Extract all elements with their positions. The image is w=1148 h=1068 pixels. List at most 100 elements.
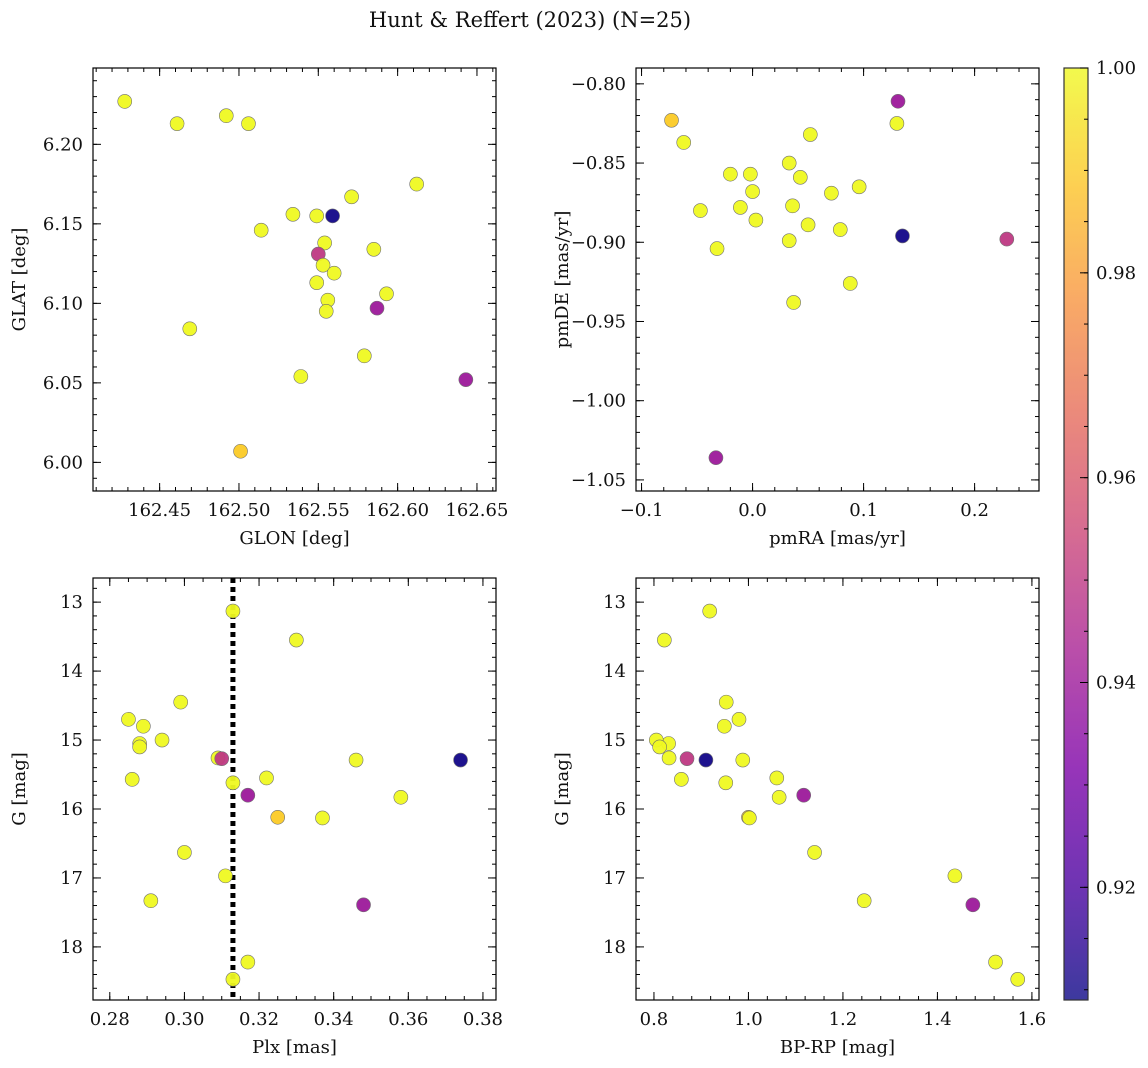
scatter-point bbox=[988, 954, 1003, 970]
chart-title: Hunt & Reffert (2023) (N=25) bbox=[369, 8, 691, 32]
scatter-point bbox=[652, 739, 667, 755]
scatter-point bbox=[285, 207, 301, 222]
x-tick-label: 0.0 bbox=[738, 500, 767, 521]
scatter-point bbox=[679, 751, 695, 766]
scatter-point bbox=[409, 176, 424, 192]
scatter-point bbox=[393, 789, 409, 805]
scatter-point bbox=[169, 116, 185, 131]
y-tick-label: 13 bbox=[60, 592, 83, 613]
scatter-point bbox=[717, 718, 732, 734]
y-tick-label: 16 bbox=[603, 799, 626, 820]
scatter-point bbox=[453, 752, 468, 768]
colorbar-tick-label: 0.96 bbox=[1096, 468, 1136, 489]
y-axis-label: pmDE [mas/yr] bbox=[552, 211, 573, 349]
plot-frame bbox=[92, 67, 497, 492]
scatter-point bbox=[117, 94, 133, 109]
scatter-point bbox=[718, 694, 734, 710]
x-axis-label: BP-RP [mag] bbox=[780, 1037, 895, 1058]
y-tick-label: 17 bbox=[60, 868, 83, 889]
scatter-point bbox=[317, 235, 332, 251]
plot-frame bbox=[92, 577, 497, 1001]
scatter-point bbox=[379, 286, 394, 302]
scatter-point bbox=[366, 241, 382, 257]
scatter-point bbox=[182, 321, 198, 337]
scatter-point bbox=[315, 810, 330, 826]
y-tick-label: 18 bbox=[603, 937, 626, 958]
scatter-point bbox=[664, 112, 679, 128]
scatter-point bbox=[177, 845, 192, 860]
scatter-point bbox=[785, 198, 800, 214]
scatter-point bbox=[748, 212, 764, 228]
y-tick-label: 6.05 bbox=[43, 373, 83, 394]
x-tick-label: 0.34 bbox=[314, 1009, 354, 1030]
scatter-point bbox=[143, 893, 159, 909]
y-axis-label: G [mag] bbox=[9, 752, 30, 825]
scatter-point bbox=[771, 789, 787, 805]
x-tick-label: 0.32 bbox=[239, 1009, 279, 1030]
plot-frame bbox=[635, 577, 1040, 1001]
scatter-point bbox=[702, 603, 718, 619]
scatter-point bbox=[693, 203, 708, 218]
colorbar-tick-label: 0.94 bbox=[1096, 673, 1136, 694]
scatter-point bbox=[458, 372, 474, 387]
scatter-point bbox=[674, 772, 689, 787]
panel-bprp-g: 0.8 1.0 1.2 1.4 1.6 13 14 15 16 17 18 BP-RP [mag] G … bbox=[552, 577, 1047, 1058]
y-tick-label: 18 bbox=[60, 937, 83, 958]
scatter-point bbox=[240, 954, 256, 970]
scatter-point bbox=[309, 275, 325, 290]
scatter-point bbox=[731, 712, 747, 727]
scatter-point bbox=[132, 739, 147, 755]
x-tick-label: 162.55 bbox=[287, 500, 350, 521]
y-tick-label: −0.85 bbox=[571, 153, 626, 174]
scatter-point bbox=[842, 276, 858, 291]
scatter-point bbox=[124, 772, 140, 787]
scatter-point bbox=[315, 257, 331, 273]
scatter-point bbox=[890, 93, 906, 109]
scatter-point bbox=[293, 369, 309, 384]
scatter-point bbox=[851, 179, 867, 195]
colorbar-ticks: 0.92 0.94 0.96 0.98 1.00 bbox=[1080, 58, 1136, 991]
x-tick-label: 162.45 bbox=[128, 500, 191, 521]
scatter-point bbox=[807, 845, 822, 860]
scatter-point bbox=[709, 241, 725, 256]
scatter-point bbox=[240, 787, 256, 803]
scatter-point bbox=[325, 208, 340, 224]
y-tick-label: −1.00 bbox=[571, 391, 626, 412]
scatter-point bbox=[745, 184, 760, 199]
panel-glon-glat: 162.45 162.50 162.55 162.60 162.65 6.00 6.05 6.… bbox=[9, 67, 508, 549]
scatter-point bbox=[733, 200, 748, 215]
y-tick-label: −1.05 bbox=[571, 470, 626, 491]
scatter-point bbox=[661, 750, 677, 766]
x-tick-label: 0.38 bbox=[463, 1009, 503, 1030]
y-tick-label: −0.80 bbox=[571, 74, 626, 95]
scatter-point bbox=[803, 127, 818, 142]
scatter-point bbox=[786, 295, 801, 310]
scatter-point bbox=[241, 116, 256, 131]
scatter-point bbox=[718, 775, 734, 791]
panel-pmra-pmde: −0.1 0.0 0.1 0.2 −1.05 −1.00 −0.95 −0.90 −0.85 −0… bbox=[552, 67, 1040, 549]
x-tick-label: 1.0 bbox=[734, 1009, 763, 1030]
scatter-point bbox=[800, 217, 816, 233]
y-tick-label: 15 bbox=[60, 730, 83, 751]
scatter-point bbox=[735, 752, 751, 768]
x-tick-label: 1.2 bbox=[829, 1009, 858, 1030]
scatter-point bbox=[824, 185, 839, 201]
scatter-point bbox=[796, 787, 812, 803]
scatter-point bbox=[723, 166, 738, 182]
scatter-point bbox=[309, 208, 325, 224]
scatter-point bbox=[289, 632, 304, 648]
scatter-point bbox=[781, 155, 797, 171]
y-tick-label: 6.20 bbox=[43, 134, 83, 155]
x-tick-label: 1.4 bbox=[923, 1009, 952, 1030]
scatter-point bbox=[121, 712, 136, 727]
scatter-point bbox=[743, 166, 758, 182]
colorbar-tick-label: 1.00 bbox=[1096, 58, 1136, 79]
scatter-point bbox=[895, 228, 910, 244]
scatter-point bbox=[344, 189, 359, 205]
scatter-point bbox=[676, 135, 692, 150]
x-tick-label: 162.50 bbox=[207, 500, 270, 521]
scatter-point bbox=[889, 116, 905, 131]
y-tick-label: 16 bbox=[60, 799, 83, 820]
x-tick-label: 1.6 bbox=[1018, 1009, 1047, 1030]
plot-frame bbox=[635, 67, 1040, 492]
